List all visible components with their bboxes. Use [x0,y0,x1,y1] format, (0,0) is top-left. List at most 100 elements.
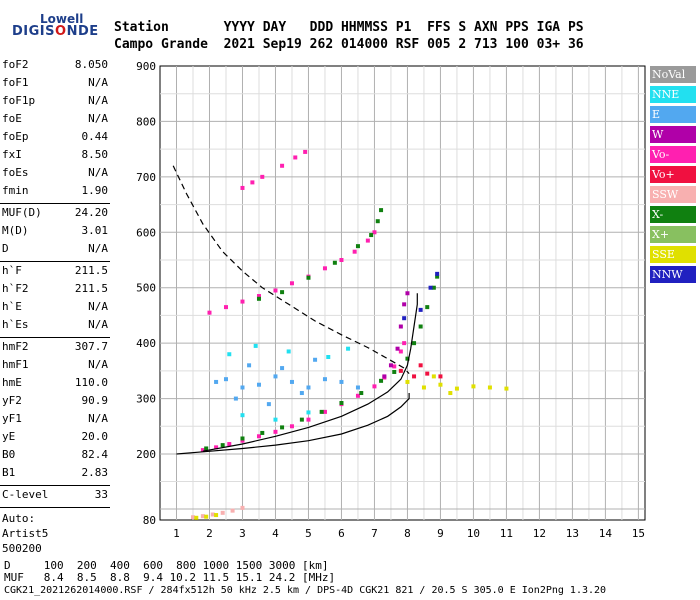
param-value: N/A [88,76,108,89]
legend-item-sse: SSE [650,246,696,263]
data-point [405,291,410,296]
footer-file-info: CGK21_2021262014000.RSF / 284fx512h 50 k… [4,585,607,596]
param-name: foEp [2,130,29,143]
data-point [372,230,377,235]
data-point [395,346,400,351]
legend-item-noval: NoVal [650,66,696,83]
data-point [402,341,407,346]
data-point [260,430,265,435]
footer-distance-row: D 100 200 400 600 800 1000 1500 3000 [km… [4,559,329,572]
data-point [319,409,324,414]
data-point [240,299,245,304]
param-name: C-level [2,488,49,501]
data-point [293,155,298,160]
param-row: fxI 8.50 [2,148,108,166]
param-row: h`F2 211.5 [2,282,108,300]
logo-subtitle: Lowell [40,12,84,26]
data-point [223,305,228,310]
param-row: foEs N/A [2,166,108,184]
legend-item-x: X- [650,206,696,223]
param-value: 20.0 [81,430,109,443]
param-value: 33 [94,488,108,501]
param-name: yE [2,430,16,443]
data-point [398,368,403,373]
x-tick-label: 5 [305,527,312,540]
legend-item-nnw: NNW [650,266,696,283]
data-point [306,275,311,280]
param-value: 307.7 [74,340,108,353]
data-point [435,271,440,276]
data-point [418,307,423,312]
param-name: h`F2 [2,282,29,295]
y-tick-label: 500 [136,282,156,295]
param-row: B1 2.83 [2,466,108,484]
x-tick-label: 7 [371,527,378,540]
param-name: h`Es [2,318,29,331]
data-point [339,258,344,262]
param-name: h`F [2,264,22,277]
x-tick-label: 10 [467,527,480,540]
data-point [398,324,403,329]
data-point [425,371,430,376]
logo-part-b: O [55,24,67,39]
param-name: hmF1 [2,358,29,371]
data-point [240,413,245,418]
x-tick-label: 2 [206,527,213,540]
legend-item-w: W [650,126,696,143]
param-name: fxI [2,148,22,161]
auto-info-line: Auto: [2,512,36,525]
x-tick-label: 4 [272,527,279,540]
data-point [214,513,219,518]
data-point [303,149,308,154]
y-tick-label: 600 [136,226,156,239]
legend-item-nne: NNE [650,86,696,103]
data-point [438,382,443,387]
data-point [240,438,245,443]
param-name: foF1 [2,76,29,89]
param-row: h`E N/A [2,300,108,318]
param-value: 211.5 [74,264,108,277]
data-point [392,364,397,369]
x-tick-label: 6 [338,527,345,540]
data-point [273,288,278,293]
param-value: 110.0 [74,376,108,389]
data-point [326,355,331,359]
data-point [256,382,261,387]
param-row: hmF2 307.7 [2,340,108,358]
data-point [454,386,459,391]
separator [0,261,110,262]
data-point [322,377,327,382]
data-point [379,208,384,213]
param-value: N/A [88,94,108,107]
data-point [398,349,403,354]
data-point [339,379,344,384]
param-value: 24.20 [74,206,108,219]
data-point [266,402,271,407]
param-value: 0.44 [81,130,109,143]
legend-item-vo: Vo+ [650,166,696,183]
param-value: N/A [88,358,108,371]
data-point [504,386,509,391]
data-point [339,401,344,406]
data-point [402,302,407,307]
data-point [240,436,245,441]
param-value: 90.9 [81,394,109,407]
data-point [306,410,311,415]
param-row: foF2 8.050 [2,58,108,76]
data-point [289,281,294,286]
legend-item-e: E [650,106,696,123]
data-point [313,357,318,362]
legend-item-x: X+ [650,226,696,243]
x-tick-label: 15 [632,527,645,540]
data-point [355,244,360,249]
data-point [428,285,433,290]
data-point [289,424,294,429]
data-point [250,180,255,185]
data-point [332,260,337,265]
profile-curve [202,293,418,452]
param-row: yF1 N/A [2,412,108,430]
data-point [412,341,417,346]
y-tick-label: 80 [143,514,156,527]
param-value: 3.01 [81,224,109,237]
param-row: foEp 0.44 [2,130,108,148]
